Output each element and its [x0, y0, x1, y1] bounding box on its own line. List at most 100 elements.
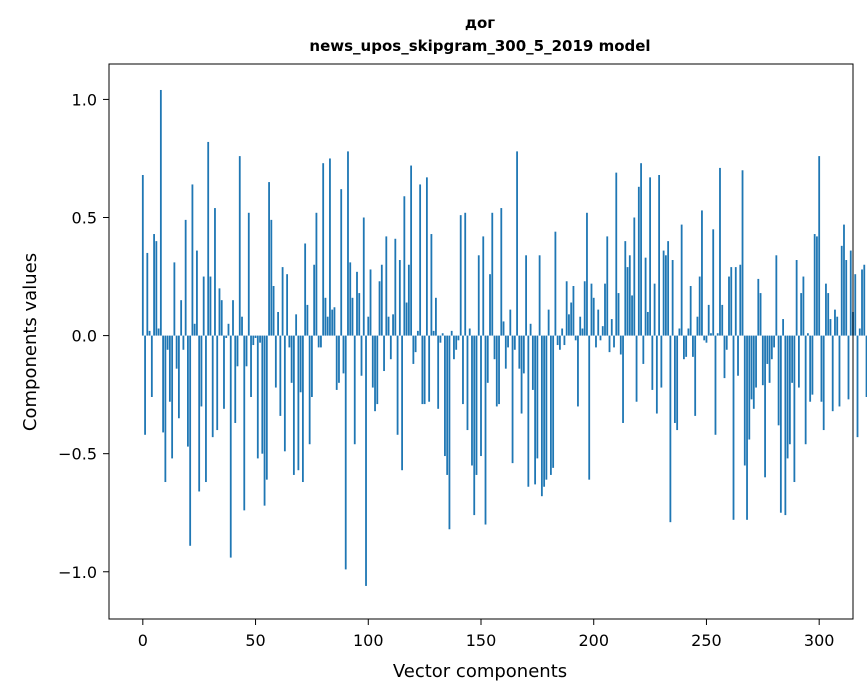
- bar: [604, 283, 606, 336]
- bar: [245, 335, 248, 367]
- bar: [664, 255, 667, 336]
- bar: [430, 234, 433, 336]
- bar: [457, 335, 460, 341]
- bar: [268, 182, 270, 336]
- bar: [398, 260, 401, 336]
- bar: [513, 335, 516, 350]
- bar: [827, 293, 830, 336]
- bar: [732, 335, 735, 520]
- bar: [184, 219, 187, 336]
- bar: [279, 335, 282, 416]
- bar: [297, 335, 300, 471]
- bar: [662, 250, 665, 336]
- bar: [540, 335, 543, 497]
- bar: [380, 264, 383, 336]
- bar: [802, 276, 805, 336]
- bar: [793, 335, 796, 483]
- bar: [290, 335, 293, 383]
- bar: [229, 335, 232, 558]
- bar: [349, 262, 352, 336]
- bar: [403, 196, 406, 336]
- bar: [200, 335, 203, 407]
- bar: [637, 186, 640, 336]
- bar: [333, 307, 336, 336]
- bar: [795, 260, 798, 336]
- bar: [444, 335, 446, 457]
- bar: [295, 314, 298, 336]
- y-axis: 1.0 0.5 0.0 −0.5 −1.0: [58, 90, 109, 582]
- bar: [353, 335, 356, 445]
- bar: [288, 335, 291, 348]
- bar: [146, 252, 149, 336]
- bar: [412, 335, 415, 364]
- bar: [631, 295, 633, 336]
- bar: [597, 309, 600, 336]
- x-tick-label: 200: [578, 631, 609, 650]
- bar: [358, 293, 361, 336]
- bar: [858, 328, 861, 336]
- bar: [818, 156, 821, 336]
- bar: [306, 304, 309, 336]
- bar: [511, 335, 514, 464]
- bar: [809, 335, 812, 402]
- bar: [419, 184, 422, 336]
- bar: [797, 335, 800, 388]
- bar: [155, 241, 158, 336]
- bar: [410, 165, 413, 336]
- bar: [788, 335, 791, 445]
- bar: [606, 236, 609, 336]
- bar: [234, 335, 237, 423]
- bar: [836, 316, 839, 336]
- bar: [236, 335, 239, 367]
- bar: [324, 297, 327, 336]
- bar: [723, 335, 726, 379]
- bar: [703, 335, 706, 341]
- bar: [308, 335, 311, 445]
- bar: [640, 163, 642, 336]
- bar: [401, 335, 403, 471]
- bar: [543, 335, 546, 487]
- bar: [531, 335, 534, 390]
- bar: [800, 293, 803, 336]
- bar: [669, 335, 672, 523]
- bar: [486, 335, 489, 383]
- bar: [692, 335, 694, 357]
- bar: [473, 335, 476, 516]
- bar: [322, 163, 325, 336]
- bar: [734, 267, 737, 336]
- bar: [626, 267, 629, 336]
- bar: [502, 321, 505, 336]
- bar: [462, 335, 464, 405]
- bar: [701, 210, 703, 336]
- bar: [177, 335, 180, 419]
- bar: [721, 304, 724, 336]
- bar: [705, 335, 708, 343]
- bar: [482, 236, 485, 336]
- bar: [642, 335, 645, 364]
- bar: [493, 335, 496, 360]
- bar: [347, 151, 349, 336]
- bar: [205, 335, 207, 483]
- bar: [166, 335, 169, 350]
- bar: [773, 335, 775, 348]
- bar: [311, 335, 313, 397]
- bar: [371, 335, 374, 388]
- bar: [825, 283, 827, 336]
- bar: [572, 286, 575, 336]
- bar: [748, 335, 751, 440]
- bar: [182, 335, 185, 350]
- chart-title: дог: [465, 14, 495, 32]
- bar: [344, 335, 347, 570]
- bar: [816, 236, 818, 336]
- bar: [162, 335, 165, 433]
- bar: [683, 335, 685, 360]
- bar: [646, 311, 649, 336]
- bar: [568, 314, 570, 336]
- bar: [563, 335, 566, 346]
- bar: [189, 335, 192, 546]
- bar: [304, 243, 307, 336]
- bar: [651, 335, 654, 390]
- bar: [446, 335, 449, 475]
- bar: [608, 335, 611, 353]
- bar: [453, 335, 455, 360]
